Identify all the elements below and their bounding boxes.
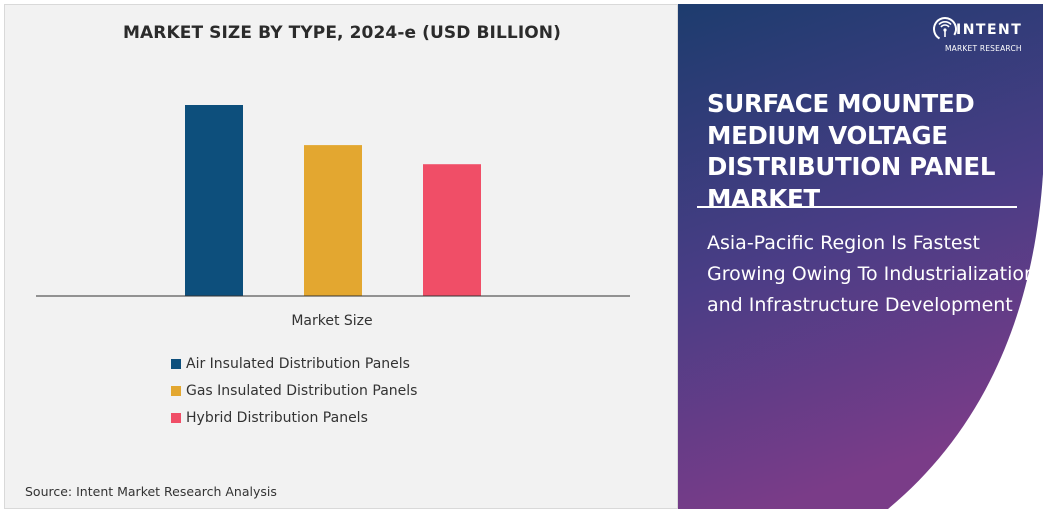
bar-air-insulated-distribution-panels: [185, 105, 243, 296]
bar-gas-insulated-distribution-panels: [304, 145, 362, 296]
legend-item: Air Insulated Distribution Panels: [171, 350, 417, 377]
title-divider: [697, 206, 1017, 208]
legend-swatch: [171, 358, 181, 369]
info-panel: INTENT MARKET RESEARCH SURFACE MOUNTED M…: [678, 4, 1043, 509]
x-axis-label: Market Size: [291, 313, 372, 329]
bar-hybrid-distribution-panels: [423, 164, 481, 296]
panel-background: [678, 4, 1043, 509]
market-insight: Asia-Pacific Region Is Fastest Growing O…: [707, 232, 1037, 316]
legend-label: Gas Insulated Distribution Panels: [186, 382, 418, 399]
legend-label: Hybrid Distribution Panels: [186, 409, 368, 426]
chart-title: MARKET SIZE BY TYPE, 2024-e (USD BILLION…: [123, 23, 561, 43]
logo-tagline: MARKET RESEARCH: [945, 44, 1022, 53]
legend-swatch: [171, 385, 181, 396]
curved-background-shape: [678, 4, 1043, 509]
chart-panel: MARKET SIZE BY TYPE, 2024-e (USD BILLION…: [4, 4, 678, 509]
legend-item: Hybrid Distribution Panels: [171, 404, 417, 431]
legend-label: Air Insulated Distribution Panels: [186, 355, 410, 372]
legend-swatch: [171, 412, 181, 423]
signal-icon: [933, 17, 957, 41]
market-title: SURFACE MOUNTED MEDIUM VOLTAGE DISTRIBUT…: [707, 89, 996, 213]
logo-wordmark: INTENT: [956, 22, 1023, 38]
legend: Air Insulated Distribution Panels Gas Ins…: [171, 350, 417, 431]
legend-item: Gas Insulated Distribution Panels: [171, 377, 417, 404]
intent-logo: INTENT MARKET RESEARCH: [932, 14, 1032, 62]
bar-chart: Market Size: [36, 105, 630, 329]
source-note: Source: Intent Market Research Analysis: [25, 484, 277, 499]
